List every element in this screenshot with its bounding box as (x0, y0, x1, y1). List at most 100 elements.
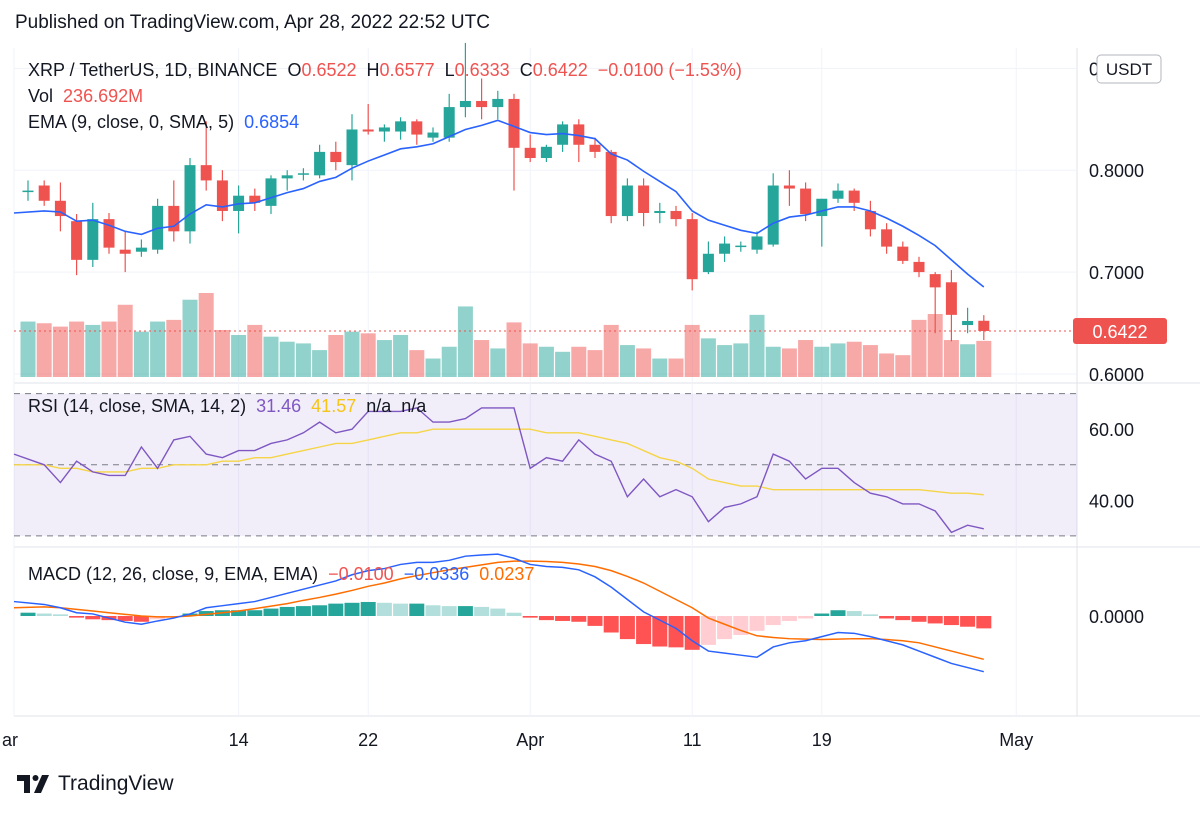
date-tick-label: 19 (812, 730, 832, 750)
candle-body (476, 100, 488, 108)
volume-bar (52, 326, 68, 377)
price-tick-label: 0.8000 (1089, 161, 1144, 181)
last-price-badge (1073, 317, 1167, 344)
volume-bar (846, 341, 862, 377)
ema-label: EMA (9, close, 0, SMA, 5) (28, 112, 235, 132)
macd-histogram-bar (20, 612, 36, 616)
candle-body (719, 243, 731, 254)
volume-bar (20, 321, 36, 377)
volume-bar (749, 314, 765, 377)
candle-body (524, 147, 536, 159)
macd-histogram-bar (344, 602, 360, 616)
macd-histogram-bar (522, 616, 538, 618)
volume-bar (101, 321, 117, 377)
volume-bar (344, 331, 360, 377)
candle-body (22, 190, 34, 193)
rsi-tick-label: 60.00 (1089, 420, 1134, 440)
volume-bar (425, 358, 441, 377)
macd-histogram-bar (976, 616, 992, 629)
macd-histogram-bar (943, 616, 959, 626)
volume-bar (133, 331, 149, 377)
rsi-band-layer (14, 393, 1077, 537)
volume-bar (717, 345, 733, 377)
ema-line (13, 119, 985, 288)
high-value: 0.6577 (379, 60, 435, 80)
tradingview-logo-text: TradingView (58, 772, 174, 795)
volume-bar (879, 353, 895, 377)
macd-histogram-bar (895, 616, 911, 621)
macd-histogram-bar (376, 602, 392, 616)
candle-body (135, 247, 147, 252)
macd-histogram-bar (425, 605, 441, 616)
candle-body (783, 185, 795, 189)
macd-histogram-bar (571, 616, 587, 622)
macd-histogram-bar (798, 616, 814, 619)
candle-body (638, 185, 650, 214)
currency-badge[interactable] (1096, 54, 1162, 84)
rsi-label: RSI (14, close, SMA, 14, 2) (28, 396, 247, 416)
volume-bar (166, 319, 182, 377)
volume-value: 236.692M (63, 86, 144, 106)
volume-bar (214, 329, 230, 377)
volume-bar (490, 348, 506, 377)
candle-body (184, 165, 196, 232)
volume-bar (36, 323, 52, 377)
macd-histogram-bar (85, 616, 101, 620)
volume-bar (636, 348, 652, 377)
candle-body (621, 185, 633, 217)
ema-value: 0.6854 (244, 112, 300, 132)
candle-body (832, 190, 844, 199)
candle-body (103, 219, 115, 248)
volume-bar (198, 293, 214, 377)
volume-bar (328, 335, 344, 377)
candle-body (216, 180, 228, 211)
volume-legend: Vol 236.692M (28, 86, 143, 107)
candle-body (978, 320, 990, 331)
macd-histogram-bar (150, 616, 166, 620)
volume-bar (927, 314, 943, 377)
volume-bar (150, 321, 166, 377)
macd-layer (13, 553, 992, 673)
macd-histogram-bar (36, 613, 52, 616)
date-tick-label: May (999, 730, 1033, 750)
macd-signal-value: 0.0237 (479, 564, 535, 584)
volume-bar (117, 304, 133, 377)
volume-bar (571, 346, 587, 377)
date-tick-label: 22 (358, 730, 378, 750)
candle-body (71, 221, 83, 260)
last-price-label: 0.6422 (1092, 322, 1147, 342)
tradingview-logo[interactable]: TradingView (16, 772, 174, 796)
rsi-sma-value: 41.57 (311, 396, 357, 416)
volume-bar (393, 335, 409, 377)
macd-histogram-bar (490, 608, 506, 616)
price-tick-label: 0.6000 (1089, 365, 1144, 385)
candle-body (605, 151, 617, 217)
macd-histogram-bar (279, 606, 295, 616)
macd-histogram-bar (312, 605, 328, 616)
macd-histogram-bar (133, 616, 149, 622)
volume-bar (943, 340, 959, 377)
candle-body (395, 121, 407, 132)
candle-body (864, 210, 876, 230)
candle-body (281, 175, 293, 179)
macd-histogram-bar (182, 613, 198, 616)
candle-body (767, 185, 779, 245)
change-value: −0.0100 (−1.53%) (597, 60, 742, 80)
candle-body (945, 282, 957, 315)
main-legend: XRP / TetherUS, 1D, BINANCE O0.6522 H0.6… (28, 60, 742, 81)
macd-histogram-bar (960, 616, 976, 627)
ema-layer (13, 119, 985, 288)
volume-bar (733, 343, 749, 377)
candle-body (897, 246, 909, 261)
candle-body (816, 198, 828, 217)
volume-bar (247, 324, 263, 377)
date-tick-label: 11 (683, 730, 702, 750)
candle-body (249, 195, 261, 203)
macd-histogram-bar (538, 616, 554, 621)
macd-tick-label: 0.0000 (1089, 607, 1144, 627)
low-value: 0.6333 (454, 60, 510, 80)
macd-value: −0.0336 (403, 564, 470, 584)
macd-histogram-bar (506, 612, 522, 616)
rsi-na-1: n/a (366, 396, 392, 416)
